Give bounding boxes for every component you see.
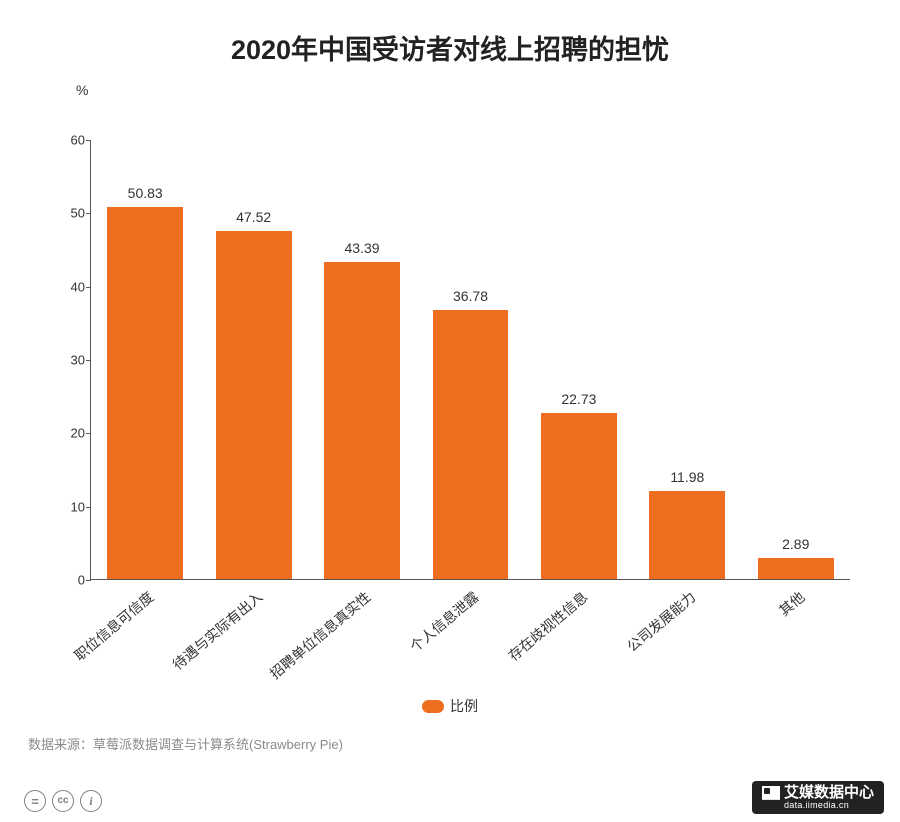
bar-value-label: 43.39 <box>345 240 380 256</box>
legend-swatch <box>422 700 444 713</box>
chart-title: 2020年中国受访者对线上招聘的担忧 <box>0 0 900 67</box>
bar: 50.83 <box>107 207 183 579</box>
bar-slot: 50.83 <box>91 140 199 579</box>
y-tick-label: 50 <box>51 206 85 221</box>
bar-value-label: 2.89 <box>782 536 809 552</box>
bar: 2.89 <box>758 558 834 579</box>
y-tick-label: 60 <box>51 133 85 148</box>
bar-slot: 47.52 <box>199 140 307 579</box>
x-category-label: 其他 <box>774 587 808 620</box>
bar: 22.73 <box>541 413 617 579</box>
bar: 36.78 <box>433 310 509 579</box>
license-icons: = cci <box>24 790 102 812</box>
watermark-badge: 艾媒数据中心 data.iimedia.cn <box>752 781 884 814</box>
bar-value-label: 50.83 <box>128 185 163 201</box>
x-label-slot: 招聘单位信息真实性 <box>308 579 416 689</box>
y-tick-mark <box>86 507 91 508</box>
bar-slot: 43.39 <box>308 140 416 579</box>
legend: 比例 <box>0 696 900 716</box>
x-label-slot: 个人信息泄露 <box>416 579 524 689</box>
x-label-slot: 待遇与实际有出入 <box>199 579 307 689</box>
x-label-slot: 公司发展能力 <box>633 579 741 689</box>
x-category-label: 公司发展能力 <box>623 587 700 656</box>
chart-area: % 50.8347.5243.3936.7822.7311.982.89 职位信… <box>90 110 850 580</box>
y-tick-label: 0 <box>51 573 85 588</box>
y-tick-label: 40 <box>51 279 85 294</box>
bar: 47.52 <box>216 231 292 579</box>
footer: = cci 艾媒数据中心 data.iimedia.cn <box>0 782 900 822</box>
bar-slot: 2.89 <box>742 140 850 579</box>
y-tick-label: 30 <box>51 353 85 368</box>
y-tick-mark <box>86 287 91 288</box>
license-icon: i <box>80 790 102 812</box>
bar-value-label: 47.52 <box>236 209 271 225</box>
bar: 11.98 <box>649 491 725 579</box>
bar-value-label: 36.78 <box>453 288 488 304</box>
bar-value-label: 22.73 <box>561 391 596 407</box>
x-label-slot: 其他 <box>742 579 850 689</box>
bars-container: 50.83 47.52 43.39 36.78 22.73 11.98 2.89 <box>91 140 850 579</box>
y-tick-label: 10 <box>51 499 85 514</box>
bar: 43.39 <box>324 262 400 579</box>
bar-slot: 22.73 <box>525 140 633 579</box>
bar-value-label: 11.98 <box>670 469 704 485</box>
bar-slot: 36.78 <box>416 140 524 579</box>
y-tick-mark <box>86 140 91 141</box>
watermark-brand: 艾媒数据中心 <box>784 785 874 802</box>
y-tick-mark <box>86 360 91 361</box>
y-tick-mark <box>86 580 91 581</box>
plot-region: 50.8347.5243.3936.7822.7311.982.89 职位信息可… <box>90 140 850 580</box>
y-axis-unit: % <box>76 82 88 98</box>
y-tick-mark <box>86 433 91 434</box>
x-labels-container: 职位信息可信度待遇与实际有出入招聘单位信息真实性个人信息泄露存在歧视性信息公司发… <box>91 579 850 689</box>
x-category-label: 职位信息可信度 <box>70 587 158 665</box>
y-tick-mark <box>86 213 91 214</box>
x-label-slot: 存在歧视性信息 <box>525 579 633 689</box>
watermark-url: data.iimedia.cn <box>784 801 849 811</box>
legend-label: 比例 <box>450 698 478 714</box>
y-tick-label: 20 <box>51 426 85 441</box>
x-category-label: 个人信息泄露 <box>406 587 483 656</box>
license-icon: cc <box>52 790 74 812</box>
data-source-text: 数据来源：草莓派数据调查与计算系统(Strawberry Pie) <box>28 734 343 753</box>
bar-slot: 11.98 <box>633 140 741 579</box>
license-icon: = <box>24 790 46 812</box>
watermark-icon <box>762 786 780 800</box>
